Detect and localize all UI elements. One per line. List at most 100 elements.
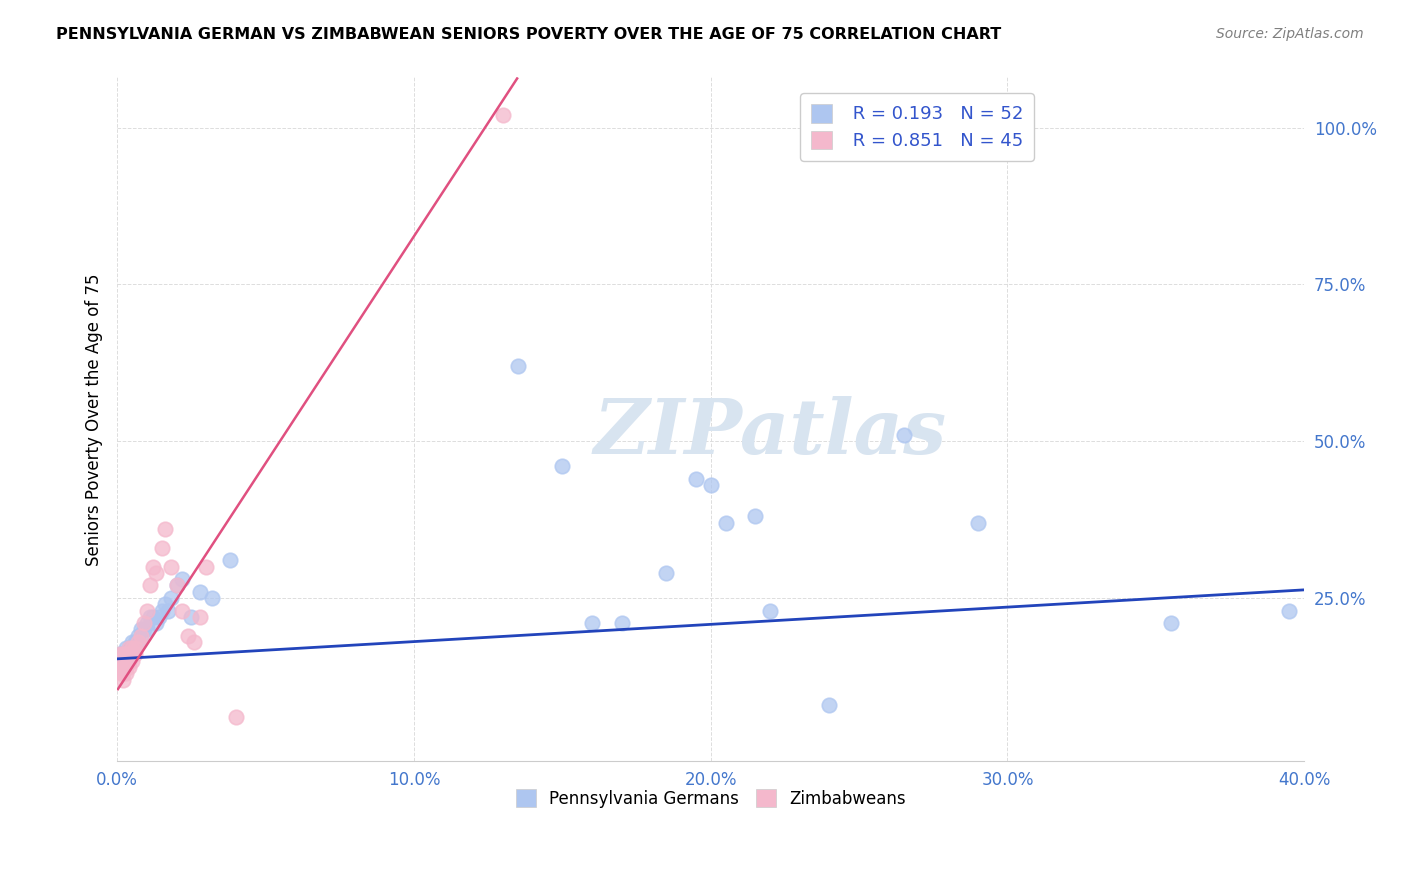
Point [112,648,135,662]
Point [492,108,515,122]
Point [188,584,211,599]
Point [142,559,165,574]
Point [142,610,165,624]
Point [108,660,131,674]
Text: PENNSYLVANIA GERMAN VS ZIMBABWEAN SENIORS POVERTY OVER THE AGE OF 75 CORRELATION: PENNSYLVANIA GERMAN VS ZIMBABWEAN SENIOR… [56,27,1001,42]
Point [655,566,678,580]
Point [139,578,162,592]
Point [112,660,135,674]
Point [759,603,782,617]
Point [112,660,135,674]
Point [219,553,242,567]
Y-axis label: Seniors Poverty Over the Age of 75: Seniors Poverty Over the Age of 75 [86,273,103,566]
Point [118,648,141,662]
Point [115,654,138,668]
Point [129,629,152,643]
Point [115,666,138,681]
Point [172,572,194,586]
Point [685,472,707,486]
Point [135,623,157,637]
Point [108,660,131,674]
Point [121,635,143,649]
Point [108,666,131,681]
Point [201,591,224,605]
Point [159,591,181,605]
Point [108,660,131,674]
Point [966,516,988,530]
Point [118,660,141,674]
Point [145,566,167,580]
Point [153,597,176,611]
Point [112,666,135,681]
Point [115,648,138,662]
Point [115,660,138,674]
Point [1278,603,1301,617]
Point [551,459,574,474]
Point [127,635,149,649]
Point [121,654,143,668]
Text: Source: ZipAtlas.com: Source: ZipAtlas.com [1216,27,1364,41]
Point [118,648,141,662]
Point [180,610,202,624]
Point [129,629,152,643]
Point [153,522,176,536]
Point [121,648,143,662]
Point [112,654,135,668]
Point [115,648,138,662]
Point [112,648,135,662]
Point [115,654,138,668]
Point [124,635,146,649]
Point [714,516,737,530]
Point [121,641,143,656]
Point [699,478,721,492]
Point [118,654,141,668]
Point [148,610,170,624]
Point [150,541,173,555]
Point [108,648,131,662]
Point [135,603,157,617]
Point [127,635,149,649]
Point [124,641,146,656]
Point [135,616,157,631]
Point [225,710,247,724]
Point [121,641,143,656]
Point [118,654,141,668]
Point [172,603,194,617]
Point [115,654,138,668]
Point [893,428,915,442]
Point [112,660,135,674]
Point [108,648,131,662]
Point [610,616,633,631]
Point [139,610,162,624]
Point [195,559,218,574]
Point [118,641,141,656]
Text: ZIPatlas: ZIPatlas [593,396,946,470]
Point [112,654,135,668]
Point [121,648,143,662]
Point [132,616,155,631]
Point [118,641,141,656]
Point [150,603,173,617]
Point [581,616,603,631]
Point [188,610,211,624]
Point [156,603,179,617]
Point [145,616,167,631]
Point [112,654,135,668]
Point [818,698,841,712]
Point [506,359,529,373]
Point [124,641,146,656]
Point [177,629,200,643]
Legend: Pennsylvania Germans, Zimbabweans: Pennsylvania Germans, Zimbabweans [509,783,912,814]
Point [744,509,766,524]
Point [159,559,181,574]
Point [132,623,155,637]
Point [115,641,138,656]
Point [183,635,205,649]
Point [108,654,131,668]
Point [129,623,152,637]
Point [112,673,135,687]
Point [166,578,188,592]
Point [127,629,149,643]
Point [108,654,131,668]
Point [1160,616,1182,631]
